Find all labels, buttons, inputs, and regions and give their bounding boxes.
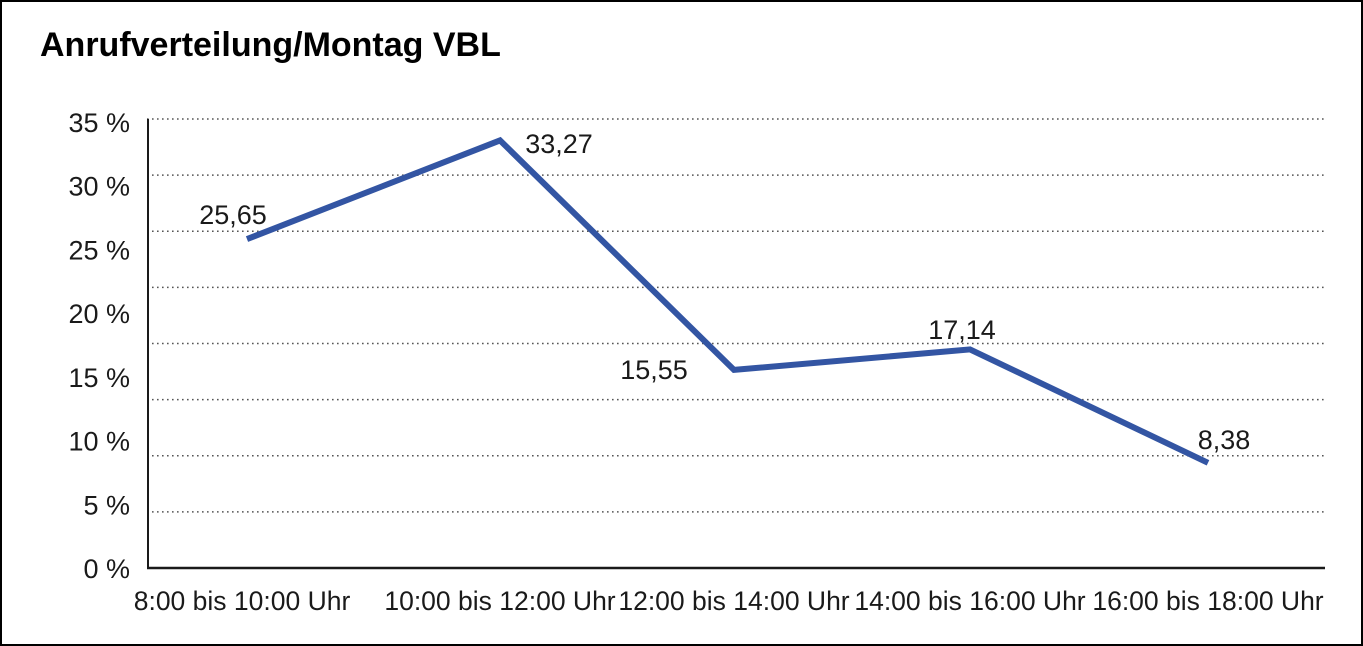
y-axis-tick-label: 15 % (68, 363, 130, 393)
data-point-label: 33,27 (525, 129, 593, 159)
data-point-label: 15,55 (620, 355, 688, 385)
y-axis-tick-label: 0 % (83, 554, 130, 584)
data-point-label: 17,14 (928, 315, 996, 345)
chart-title: Anrufverteilung/Montag VBL (40, 26, 501, 64)
y-axis-tick-label: 10 % (68, 427, 130, 457)
y-axis-tick-label: 5 % (83, 490, 130, 520)
y-axis-tick-label: 35 % (68, 108, 130, 138)
x-axis-category-label: 12:00 bis 14:00 Uhr (618, 586, 849, 616)
x-axis-category-label: 10:00 bis 12:00 Uhr (384, 586, 615, 616)
x-axis-category-label: 14:00 bis 16:00 Uhr (854, 586, 1085, 616)
data-line (245, 136, 1210, 466)
y-axis-tick-label: 20 % (68, 299, 130, 329)
x-axis-category-label: 16:00 bis 18:00 Uhr (1092, 586, 1323, 616)
data-point-label: 8,38 (1198, 425, 1251, 455)
data-point-label: 25,65 (199, 200, 267, 230)
y-axis-tick-label: 25 % (68, 235, 130, 265)
x-axis-category-label: 8:00 bis 10:00 Uhr (134, 586, 351, 616)
y-axis-tick-label: 30 % (68, 172, 130, 202)
